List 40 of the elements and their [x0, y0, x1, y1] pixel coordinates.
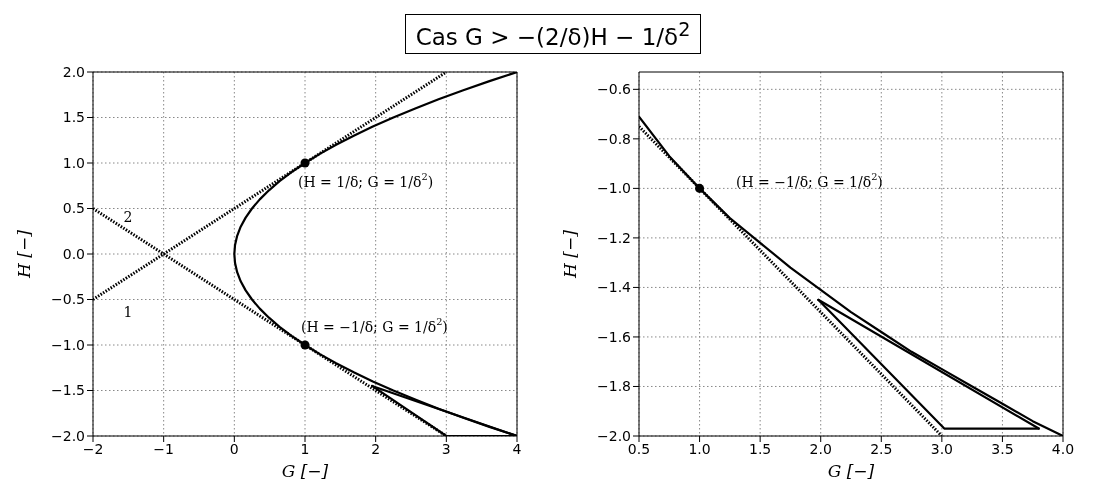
- x-tick-label: 1.0: [688, 440, 711, 457]
- x-tick-label: 2: [371, 440, 381, 457]
- x-tick-label: 3.0: [930, 440, 953, 457]
- x-tick-label: 1.5: [749, 440, 772, 457]
- y-axis-title: H [−]: [14, 229, 34, 279]
- y-tick-label: 0.5: [62, 200, 85, 217]
- y-tick-label: −1.4: [597, 279, 632, 296]
- x-axis-title: G [−]: [827, 461, 875, 481]
- y-tick-label: −0.6: [597, 81, 632, 98]
- x-tick-label: 2.5: [870, 440, 893, 457]
- y-tick-label: −1.0: [597, 180, 631, 197]
- annotation: (H = −1/δ; G = 1/δ$^{2}$): [301, 316, 448, 335]
- y-tick-label: 1.5: [62, 109, 85, 126]
- x-tick-label: 2.0: [809, 440, 832, 457]
- annotation: (H = 1/δ; G = 1/δ$^{2}$): [298, 171, 434, 190]
- y-tick-label: −2.0: [51, 427, 85, 444]
- y-tick-label: −0.5: [51, 291, 85, 308]
- chart-title: Cas G > −(2/δ)H − 1/δ$^{2}$: [404, 14, 702, 54]
- annotation: (H = −1/δ; G = 1/δ$^{2}$): [736, 171, 883, 190]
- x-tick-label: 1: [300, 440, 310, 457]
- x-tick-label: 3: [441, 440, 451, 457]
- y-tick-label: 2.0: [62, 63, 85, 80]
- x-tick-label: 3.5: [991, 440, 1014, 457]
- y-tick-label: −1.5: [51, 382, 85, 399]
- y-tick-label: −1.0: [51, 336, 85, 353]
- x-tick-label: −2: [82, 440, 104, 457]
- x-axis-title: G [−]: [281, 461, 329, 481]
- x-tick-label: 0: [229, 440, 239, 457]
- y-tick-label: −1.2: [597, 229, 631, 246]
- y-tick-label: 1.0: [62, 154, 85, 171]
- annotation: 1: [123, 304, 133, 320]
- y-tick-label: −0.8: [597, 130, 631, 147]
- annotation: 2: [123, 209, 133, 225]
- x-tick-label: −1: [153, 440, 174, 457]
- x-tick-label: 4: [512, 440, 522, 457]
- x-tick-label: 4.0: [1051, 440, 1075, 457]
- y-tick-label: −1.8: [597, 378, 631, 395]
- y-tick-label: 0.0: [62, 245, 85, 262]
- y-axis-title: H [−]: [560, 229, 580, 279]
- y-tick-label: −1.6: [597, 328, 632, 345]
